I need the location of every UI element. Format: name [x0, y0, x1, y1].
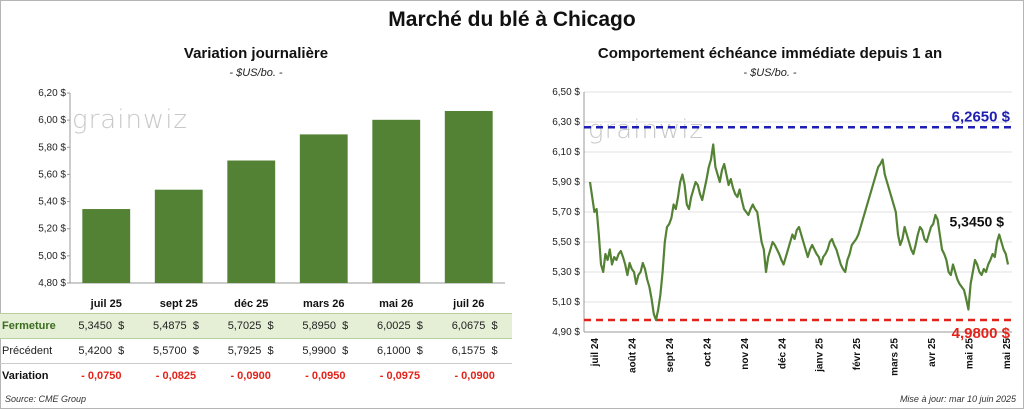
table-row-close: Fermeture 5,3450 $ 5,4875 $ 5,7025 $ 5,8…	[0, 313, 512, 339]
x-tick-label: juil 26	[452, 298, 484, 310]
x-tick-label: mars 26	[303, 298, 345, 310]
line-chart: 4,90 $ 5,10 $ 5,30 $ 5,50 $ 5,70 $ 5,90 $ 6,10…	[552, 87, 1013, 376]
page-title: Marché du blé à Chicago	[388, 8, 636, 31]
x-tick-label: avr 25	[927, 338, 938, 367]
x-tick-label: mai 25	[965, 338, 976, 370]
update-note: Mise à jour: mar 10 juin 2025	[899, 394, 1016, 404]
previous-value: 5,5700 $	[138, 338, 214, 364]
row-label-previous: Précédent	[0, 338, 64, 364]
previous-value: 5,9900 $	[287, 338, 363, 364]
x-tick-label: août 24	[627, 338, 638, 373]
x-tick-label: juil 25	[90, 298, 122, 310]
bar	[154, 189, 203, 283]
x-tick-label: sept 25	[160, 298, 198, 310]
close-value: 5,4875 $	[138, 313, 214, 339]
bar	[372, 119, 421, 283]
y-tick-label: 6,20 $	[38, 88, 66, 99]
bar	[82, 209, 131, 283]
x-tick-label: févr 25	[852, 338, 863, 371]
right-chart-title: Comportement échéance immédiate depuis 1…	[597, 45, 943, 62]
y-tick-label: 5,40 $	[38, 197, 66, 208]
y-tick-label: 5,00 $	[38, 251, 66, 262]
bar	[444, 110, 493, 283]
variation-value: - 0,0750	[81, 370, 122, 382]
grainwiz-watermark-left: grainwiz	[72, 105, 189, 135]
x-tick-label: sept 24	[665, 338, 676, 373]
left-chart-unit: - $US/bo. -	[229, 67, 283, 79]
y-tick-label: 5,20 $	[38, 224, 66, 235]
source-note: Source: CME Group	[5, 394, 87, 404]
bar	[227, 160, 276, 283]
y-tick-label: 5,60 $	[38, 169, 66, 180]
y-tick-label: 6,30 $	[552, 117, 580, 128]
y-tick-label: 5,30 $	[552, 267, 580, 278]
variation-value: - 0,0900	[454, 370, 495, 382]
variation-value: - 0,0900	[230, 370, 271, 382]
table-row-variation: Variation - 0,0750 - 0,0825 - 0,0900 - 0…	[0, 364, 512, 389]
x-tick-label: janv 25	[815, 338, 826, 373]
x-tick-label: mars 25	[890, 338, 901, 376]
close-value: 5,8950 $	[287, 313, 363, 339]
row-label-close: Fermeture	[0, 313, 64, 339]
previous-value: 6,1575 $	[437, 338, 512, 364]
y-tick-label: 5,80 $	[38, 142, 66, 153]
min-label: 4,9800 $	[952, 325, 1011, 342]
quotes-table: Fermeture 5,3450 $ 5,4875 $ 5,7025 $ 5,8…	[0, 313, 512, 388]
y-tick-label: 5,90 $	[552, 177, 580, 188]
max-label: 6,2650 $	[952, 108, 1011, 125]
x-tick-label: nov 24	[740, 338, 751, 370]
y-tick-label: 5,10 $	[552, 297, 580, 308]
x-tick-label: mai 25	[1002, 338, 1013, 370]
y-tick-label: 5,50 $	[552, 237, 580, 248]
table-row-previous: Précédent 5,4200 $ 5,5700 $ 5,7925 $ 5,9…	[0, 338, 512, 364]
y-tick-label: 6,50 $	[552, 87, 580, 98]
close-value: 5,3450 $	[64, 313, 139, 339]
y-tick-label: 4,80 $	[38, 278, 66, 289]
close-value: 5,7025 $	[213, 313, 288, 339]
bar-chart: 4,80 $ 5,00 $ 5,20 $ 5,40 $ 5,60 $ 5,80 $ 6,00…	[38, 88, 505, 310]
grainwiz-watermark-right: grainwiz	[588, 115, 705, 145]
y-tick-label: 4,90 $	[552, 327, 580, 338]
price-series-line	[588, 143, 1010, 322]
close-value: 6,0675 $	[437, 313, 512, 339]
x-tick-label: déc 25	[234, 298, 268, 310]
variation-value: - 0,0825	[155, 370, 197, 382]
previous-value: 5,4200 $	[64, 338, 139, 364]
y-tick-label: 5,70 $	[552, 207, 580, 218]
x-tick-label: déc 24	[777, 338, 788, 370]
right-chart-unit: - $US/bo. -	[743, 67, 797, 79]
bar	[299, 134, 348, 283]
y-tick-label: 6,00 $	[38, 115, 66, 126]
last-value-label: 5,3450 $	[950, 214, 1005, 230]
close-value: 6,0025 $	[362, 313, 438, 339]
variation-value: - 0,0975	[379, 370, 421, 382]
left-chart-title: Variation journalière	[183, 45, 329, 62]
row-label-variation: Variation	[2, 370, 49, 382]
x-tick-label: mai 26	[379, 298, 413, 310]
x-tick-label: juil 24	[590, 338, 601, 368]
y-tick-label: 6,10 $	[552, 147, 580, 158]
previous-value: 5,7925 $	[213, 338, 288, 364]
x-tick-label: oct 24	[702, 338, 713, 367]
variation-value: - 0,0950	[305, 370, 346, 382]
previous-value: 6,1000 $	[362, 338, 438, 364]
